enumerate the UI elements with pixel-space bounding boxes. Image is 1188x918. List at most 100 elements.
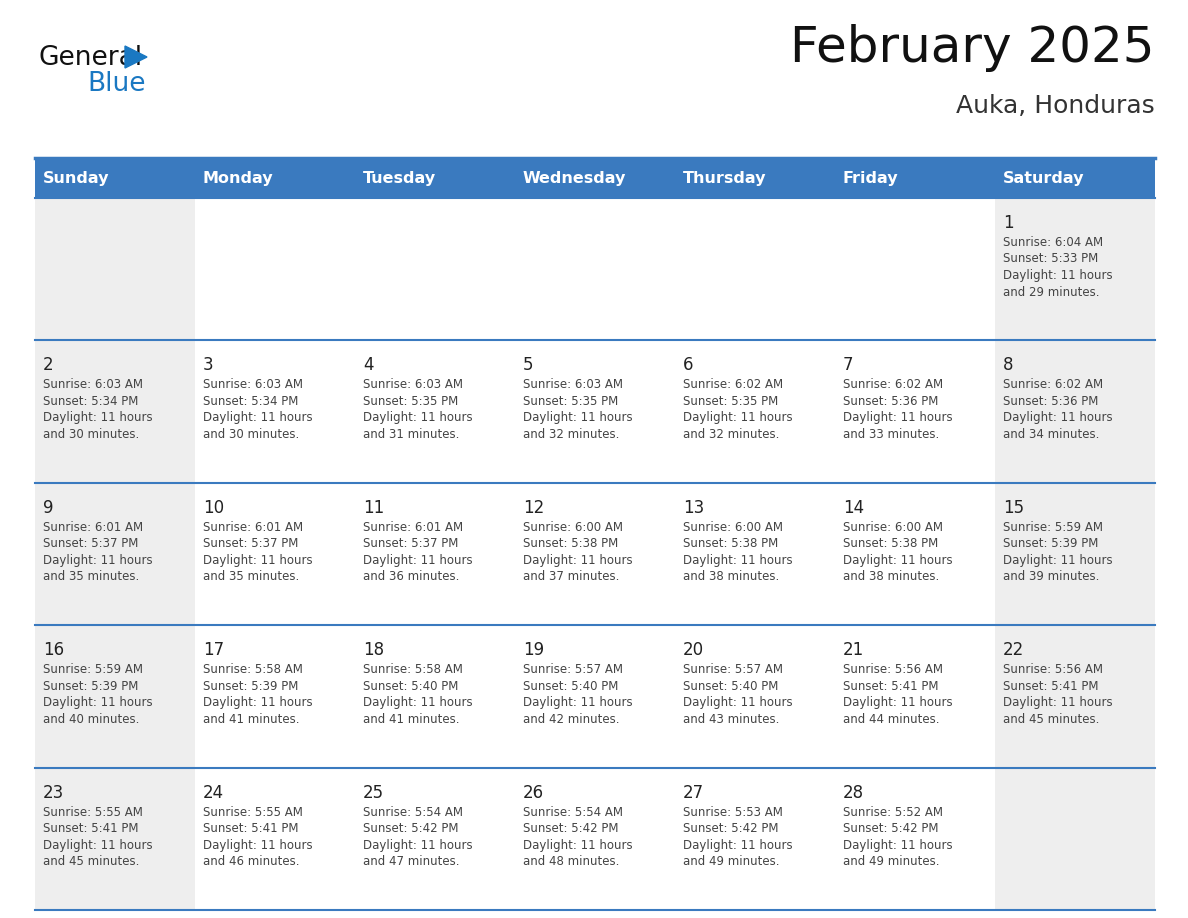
Text: Sunset: 5:38 PM: Sunset: 5:38 PM (523, 537, 618, 550)
Text: Sunset: 5:40 PM: Sunset: 5:40 PM (683, 679, 778, 693)
Bar (675, 767, 835, 910)
Text: 25: 25 (364, 784, 384, 801)
Text: Sunset: 5:39 PM: Sunset: 5:39 PM (43, 679, 138, 693)
Text: Daylight: 11 hours: Daylight: 11 hours (43, 554, 152, 566)
Text: Sunrise: 5:59 AM: Sunrise: 5:59 AM (43, 663, 143, 677)
Polygon shape (125, 46, 147, 68)
Text: Daylight: 11 hours: Daylight: 11 hours (203, 839, 312, 852)
Text: Sunset: 5:42 PM: Sunset: 5:42 PM (683, 823, 778, 835)
Bar (355, 767, 516, 910)
Text: 14: 14 (843, 498, 864, 517)
Text: and 41 minutes.: and 41 minutes. (364, 712, 460, 726)
Text: and 49 minutes.: and 49 minutes. (683, 855, 779, 868)
Text: Sunset: 5:34 PM: Sunset: 5:34 PM (203, 395, 298, 408)
Text: Sunrise: 6:03 AM: Sunrise: 6:03 AM (523, 378, 623, 391)
Bar (996, 483, 1155, 625)
Bar (355, 341, 516, 483)
Bar (996, 625, 1155, 767)
Text: and 33 minutes.: and 33 minutes. (843, 428, 940, 441)
Bar (996, 198, 1155, 341)
Text: Sunrise: 5:53 AM: Sunrise: 5:53 AM (683, 806, 783, 819)
Text: Sunset: 5:35 PM: Sunset: 5:35 PM (364, 395, 459, 408)
Text: and 44 minutes.: and 44 minutes. (843, 712, 940, 726)
Text: Daylight: 11 hours: Daylight: 11 hours (523, 696, 633, 710)
Text: Monday: Monday (203, 172, 273, 186)
Text: 26: 26 (523, 784, 544, 801)
Bar (835, 625, 996, 767)
Text: and 36 minutes.: and 36 minutes. (364, 570, 460, 583)
Text: Sunset: 5:40 PM: Sunset: 5:40 PM (364, 679, 459, 693)
Text: Sunrise: 6:03 AM: Sunrise: 6:03 AM (43, 378, 143, 391)
Text: Sunrise: 6:02 AM: Sunrise: 6:02 AM (1003, 378, 1104, 391)
Text: 11: 11 (364, 498, 384, 517)
Text: Daylight: 11 hours: Daylight: 11 hours (1003, 696, 1113, 710)
Text: and 45 minutes.: and 45 minutes. (43, 855, 139, 868)
Text: Daylight: 11 hours: Daylight: 11 hours (364, 839, 473, 852)
Text: Sunrise: 5:54 AM: Sunrise: 5:54 AM (364, 806, 463, 819)
Text: Daylight: 11 hours: Daylight: 11 hours (523, 554, 633, 566)
Text: Sunset: 5:40 PM: Sunset: 5:40 PM (523, 679, 619, 693)
Bar (835, 198, 996, 341)
Text: Daylight: 11 hours: Daylight: 11 hours (364, 696, 473, 710)
Text: Sunset: 5:37 PM: Sunset: 5:37 PM (203, 537, 298, 550)
Text: Daylight: 11 hours: Daylight: 11 hours (843, 554, 953, 566)
Text: 2: 2 (43, 356, 53, 375)
Text: and 37 minutes.: and 37 minutes. (523, 570, 619, 583)
Text: Sunrise: 5:58 AM: Sunrise: 5:58 AM (364, 663, 463, 677)
Text: Daylight: 11 hours: Daylight: 11 hours (843, 839, 953, 852)
Text: Sunset: 5:37 PM: Sunset: 5:37 PM (364, 537, 459, 550)
Text: Sunrise: 6:03 AM: Sunrise: 6:03 AM (364, 378, 463, 391)
Text: Sunrise: 5:52 AM: Sunrise: 5:52 AM (843, 806, 943, 819)
Bar (675, 625, 835, 767)
Text: Daylight: 11 hours: Daylight: 11 hours (843, 411, 953, 424)
Text: and 32 minutes.: and 32 minutes. (683, 428, 779, 441)
Text: 21: 21 (843, 641, 864, 659)
Text: and 49 minutes.: and 49 minutes. (843, 855, 940, 868)
Text: Sunset: 5:42 PM: Sunset: 5:42 PM (364, 823, 459, 835)
Text: Sunrise: 6:00 AM: Sunrise: 6:00 AM (843, 521, 943, 533)
Text: Sunrise: 5:56 AM: Sunrise: 5:56 AM (843, 663, 943, 677)
Text: Sunset: 5:36 PM: Sunset: 5:36 PM (843, 395, 939, 408)
Text: Sunset: 5:41 PM: Sunset: 5:41 PM (203, 823, 298, 835)
Text: Daylight: 11 hours: Daylight: 11 hours (843, 696, 953, 710)
Text: and 40 minutes.: and 40 minutes. (43, 712, 139, 726)
Text: and 41 minutes.: and 41 minutes. (203, 712, 299, 726)
Text: Thursday: Thursday (683, 172, 766, 186)
Text: 9: 9 (43, 498, 53, 517)
Text: Sunset: 5:41 PM: Sunset: 5:41 PM (43, 823, 139, 835)
Bar (675, 198, 835, 341)
Bar (355, 198, 516, 341)
Text: Daylight: 11 hours: Daylight: 11 hours (203, 411, 312, 424)
Text: February 2025: February 2025 (790, 24, 1155, 72)
Bar (34, 160, 1155, 198)
Bar (355, 625, 516, 767)
Bar (516, 341, 675, 483)
Bar (516, 625, 675, 767)
Text: Sunrise: 5:56 AM: Sunrise: 5:56 AM (1003, 663, 1102, 677)
Bar (34, 341, 195, 483)
Bar (195, 483, 355, 625)
Text: and 32 minutes.: and 32 minutes. (523, 428, 619, 441)
Text: and 30 minutes.: and 30 minutes. (43, 428, 139, 441)
Text: 13: 13 (683, 498, 704, 517)
Text: 1: 1 (1003, 214, 1013, 232)
Text: Sunset: 5:33 PM: Sunset: 5:33 PM (1003, 252, 1098, 265)
Text: Sunset: 5:38 PM: Sunset: 5:38 PM (843, 537, 939, 550)
Text: and 35 minutes.: and 35 minutes. (203, 570, 299, 583)
Text: Sunrise: 5:59 AM: Sunrise: 5:59 AM (1003, 521, 1102, 533)
Bar (34, 483, 195, 625)
Text: Sunset: 5:38 PM: Sunset: 5:38 PM (683, 537, 778, 550)
Bar (835, 483, 996, 625)
Text: and 35 minutes.: and 35 minutes. (43, 570, 139, 583)
Text: Sunrise: 5:57 AM: Sunrise: 5:57 AM (683, 663, 783, 677)
Text: and 34 minutes.: and 34 minutes. (1003, 428, 1099, 441)
Text: Daylight: 11 hours: Daylight: 11 hours (203, 696, 312, 710)
Text: Sunset: 5:42 PM: Sunset: 5:42 PM (843, 823, 939, 835)
Bar (195, 198, 355, 341)
Text: 3: 3 (203, 356, 214, 375)
Text: Sunrise: 6:03 AM: Sunrise: 6:03 AM (203, 378, 303, 391)
Bar (516, 483, 675, 625)
Text: 7: 7 (843, 356, 853, 375)
Text: and 47 minutes.: and 47 minutes. (364, 855, 460, 868)
Text: 4: 4 (364, 356, 373, 375)
